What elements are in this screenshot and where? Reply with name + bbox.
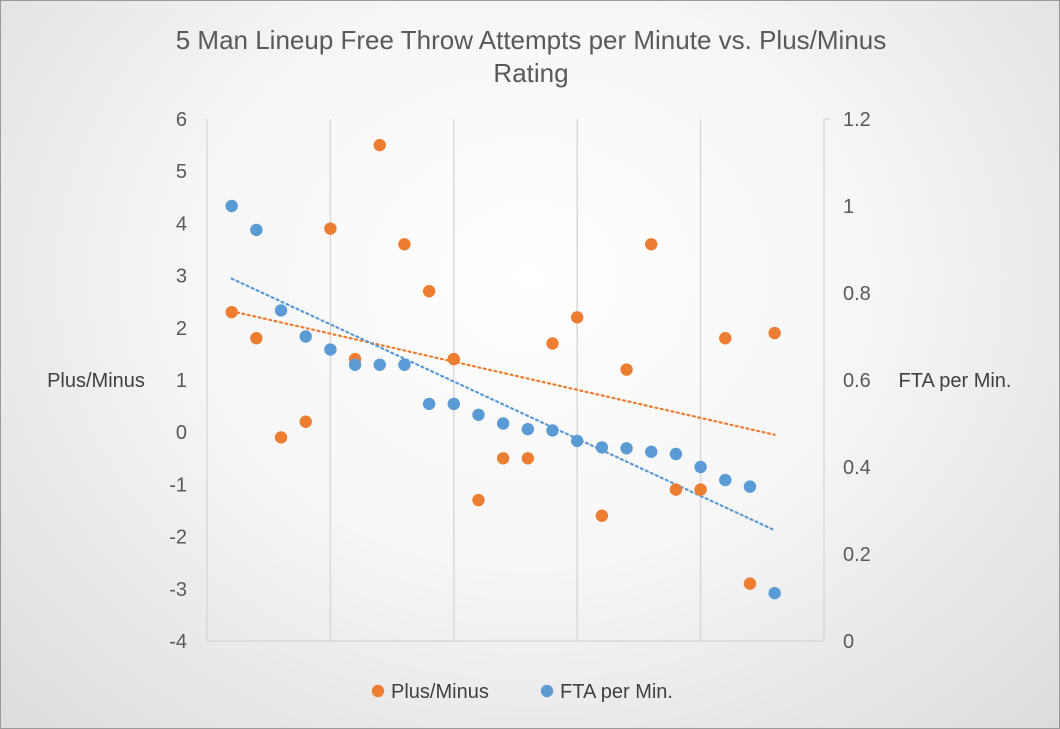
- data-point-series-0: [274, 431, 288, 444]
- data-point-series-0: [768, 326, 781, 340]
- trendline-series-0: [230, 310, 776, 436]
- y2-tick-label: 1.2: [843, 109, 871, 131]
- y-axis-label: Plus/Minus: [47, 370, 145, 392]
- data-point-series-1: [645, 445, 658, 458]
- data-point-series-0: [373, 138, 386, 152]
- y-tick-label: 0: [176, 422, 187, 444]
- data-point-series-0: [225, 305, 238, 319]
- y-tick-label: 3: [176, 266, 187, 288]
- data-point-series-1: [447, 397, 460, 411]
- y2-tick-label: 0.2: [843, 544, 871, 566]
- data-point-series-1: [398, 358, 411, 371]
- data-point-series-0: [694, 483, 707, 496]
- data-point-series-0: [496, 452, 510, 465]
- data-point-series-1: [472, 408, 485, 421]
- data-point-series-1: [694, 460, 707, 474]
- y-tick-label: 4: [176, 213, 187, 235]
- data-point-series-1: [250, 223, 263, 237]
- data-point-series-1: [348, 358, 362, 371]
- data-point-series-1: [743, 480, 757, 493]
- y-tick-label: -4: [169, 631, 187, 653]
- data-point-series-1: [274, 304, 288, 317]
- data-point-series-1: [225, 199, 238, 213]
- data-point-series-0: [546, 337, 559, 350]
- data-point-series-1: [768, 586, 781, 600]
- data-point-series-0: [620, 363, 633, 376]
- data-point-series-1: [422, 397, 436, 411]
- data-point-series-1: [571, 434, 584, 448]
- data-point-series-1: [719, 473, 732, 487]
- y2-tick-label: 1: [843, 196, 854, 218]
- y2-tick-label: 0.4: [843, 457, 871, 479]
- data-point-series-0: [571, 311, 584, 324]
- trendline-series-1: [230, 277, 776, 532]
- data-point-series-0: [645, 238, 658, 251]
- legend-label-series-0: Plus/Minus: [391, 681, 489, 703]
- y-tick-label: -3: [169, 579, 187, 601]
- chart-title-line-2: Rating: [493, 58, 568, 88]
- data-point-series-1: [669, 447, 683, 461]
- data-point-series-1: [324, 343, 337, 356]
- data-point-series-0: [521, 452, 535, 465]
- y-tick-label: 5: [176, 161, 187, 183]
- data-point-series-0: [422, 285, 436, 298]
- y2-tick-label: 0.6: [843, 370, 871, 392]
- y-tick-label: 2: [176, 318, 187, 340]
- data-point-series-0: [669, 483, 683, 496]
- y2-tick-label: 0.8: [843, 283, 871, 305]
- data-point-series-0: [299, 415, 312, 428]
- data-point-series-0: [595, 509, 609, 522]
- data-point-series-0: [719, 332, 732, 345]
- y-tick-label: 6: [176, 109, 187, 131]
- y-tick-label: -1: [169, 474, 187, 496]
- data-point-series-1: [299, 330, 312, 343]
- data-point-series-1: [546, 424, 559, 437]
- y2-tick-label: 0: [843, 631, 854, 653]
- data-point-series-0: [324, 222, 337, 235]
- data-point-series-0: [398, 238, 411, 251]
- legend-marker-series-1: [540, 684, 554, 698]
- data-point-series-0: [472, 493, 485, 507]
- legend-marker-series-0: [371, 684, 385, 698]
- data-point-series-1: [620, 442, 633, 455]
- chart-title-line-1: 5 Man Lineup Free Throw Attempts per Min…: [176, 25, 887, 55]
- data-point-series-0: [250, 332, 263, 345]
- legend-label-series-1: FTA per Min.: [560, 681, 673, 703]
- data-point-series-1: [373, 358, 386, 371]
- y-tick-label: -2: [169, 527, 187, 549]
- y2-axis-label: FTA per Min.: [899, 370, 1012, 392]
- data-point-series-1: [595, 441, 609, 454]
- y-tick-label: 1: [176, 370, 187, 392]
- data-point-series-1: [496, 417, 510, 430]
- data-point-series-1: [521, 422, 535, 436]
- data-point-series-0: [447, 352, 460, 366]
- data-point-series-0: [743, 577, 757, 590]
